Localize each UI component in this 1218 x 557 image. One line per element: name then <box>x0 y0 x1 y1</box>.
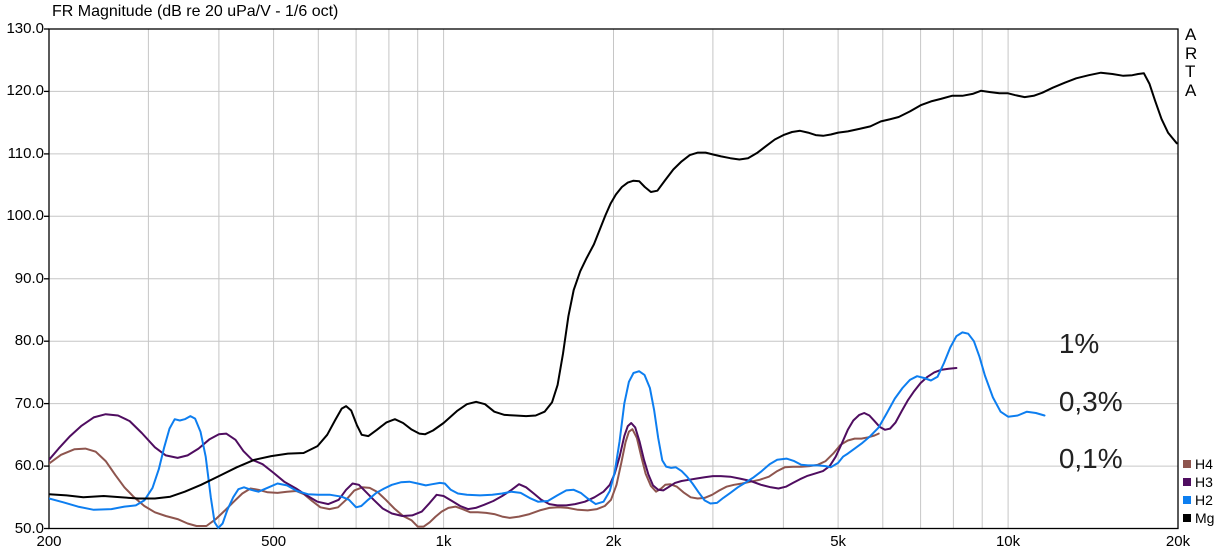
x-axis-label: 500 <box>261 533 287 550</box>
curve-Mg <box>49 71 1178 500</box>
x-axis-label: 20k <box>1165 533 1191 550</box>
distortion-annotation: 0,3% <box>1058 385 1123 417</box>
y-axis-label: 80.0 <box>14 332 44 350</box>
legend-label: H3 <box>1195 474 1213 490</box>
y-axis-label: 120.0 <box>6 82 44 100</box>
legend-label: H2 <box>1195 492 1213 508</box>
legend-label: H4 <box>1195 456 1213 472</box>
y-axis-label: 130.0 <box>6 20 44 37</box>
legend-item-Mg: Mg <box>1183 509 1214 527</box>
x-axis-label: 2k <box>605 533 622 550</box>
x-axis-label: 1k <box>435 533 452 550</box>
y-axis-label: 50.0 <box>14 519 44 537</box>
watermark-letter: R <box>1185 43 1198 63</box>
y-axis-label: 110.0 <box>7 144 44 162</box>
watermark-letter: A <box>1185 80 1197 100</box>
x-axis-label: 200 <box>36 533 62 550</box>
legend-item-H3: H3 <box>1183 473 1214 491</box>
chart-title: FR Magnitude (dB re 20 uPa/V - 1/6 oct) <box>52 3 339 20</box>
curve-H2 <box>49 331 1046 529</box>
watermark-letter: A <box>1185 25 1197 44</box>
legend-label: Mg <box>1195 510 1215 526</box>
y-axis-label: 90.0 <box>14 269 44 287</box>
legend-swatch <box>1183 496 1191 504</box>
legend-item-H2: H2 <box>1183 491 1214 509</box>
y-axis-label: 60.0 <box>14 457 44 475</box>
watermark-letter: T <box>1185 62 1196 82</box>
distortion-annotation: 1% <box>1058 327 1100 359</box>
legend-swatch <box>1183 514 1191 522</box>
legend: H4 H3 H2 Mg <box>1183 455 1214 527</box>
legend-swatch <box>1183 478 1191 486</box>
x-axis-label: 5k <box>830 533 847 550</box>
y-axis-label: 100.0 <box>6 207 44 225</box>
y-axis-label: 70.0 <box>14 394 44 412</box>
legend-item-H4: H4 <box>1183 455 1214 473</box>
distortion-annotation: 0,1% <box>1058 443 1123 475</box>
legend-swatch <box>1183 460 1191 468</box>
x-axis-label: 10k <box>995 533 1021 550</box>
